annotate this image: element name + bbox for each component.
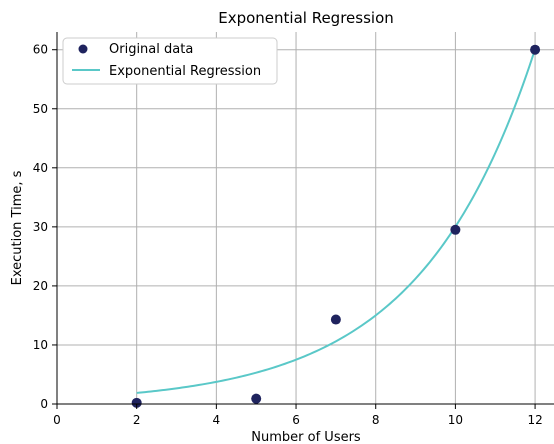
y-tick-label: 10 bbox=[33, 338, 48, 352]
x-tick-label: 6 bbox=[292, 413, 300, 427]
y-axis-label: Execution Time, s bbox=[10, 170, 25, 285]
data-point bbox=[330, 314, 341, 325]
x-tick-label: 12 bbox=[527, 413, 542, 427]
x-tick-label: 8 bbox=[372, 413, 380, 427]
y-tick-label: 30 bbox=[33, 220, 48, 234]
data-point bbox=[450, 224, 461, 235]
y-tick-label: 40 bbox=[33, 161, 48, 175]
x-tick-label: 2 bbox=[133, 413, 141, 427]
legend-label-exponential-regression: Exponential Regression bbox=[109, 64, 261, 79]
data-points-layer bbox=[131, 44, 541, 408]
x-tick-label: 0 bbox=[53, 413, 61, 427]
x-axis-ticks: 0 2 4 6 8 10 12 bbox=[53, 404, 543, 427]
y-tick-label: 0 bbox=[40, 397, 48, 411]
y-tick-label: 60 bbox=[33, 43, 48, 57]
y-tick-label: 20 bbox=[33, 279, 48, 293]
x-axis-label: Number of Users bbox=[251, 430, 361, 444]
regression-line-layer bbox=[136, 48, 537, 394]
data-point bbox=[131, 397, 142, 408]
legend-label-original-data: Original data bbox=[109, 42, 193, 57]
x-tick-label: 10 bbox=[448, 413, 463, 427]
x-tick-label: 4 bbox=[213, 413, 221, 427]
data-point bbox=[530, 44, 541, 55]
axes bbox=[56, 32, 554, 405]
legend-box bbox=[62, 37, 278, 85]
legend: Original data Exponential Regression bbox=[62, 37, 278, 85]
data-point bbox=[251, 393, 262, 404]
y-axis-ticks: 0 10 20 30 40 50 60 bbox=[33, 43, 57, 411]
regression-line bbox=[136, 48, 537, 394]
y-tick-label: 50 bbox=[33, 102, 48, 116]
legend-scatter-marker bbox=[78, 44, 88, 54]
chart-title: Exponential Regression bbox=[218, 9, 394, 27]
